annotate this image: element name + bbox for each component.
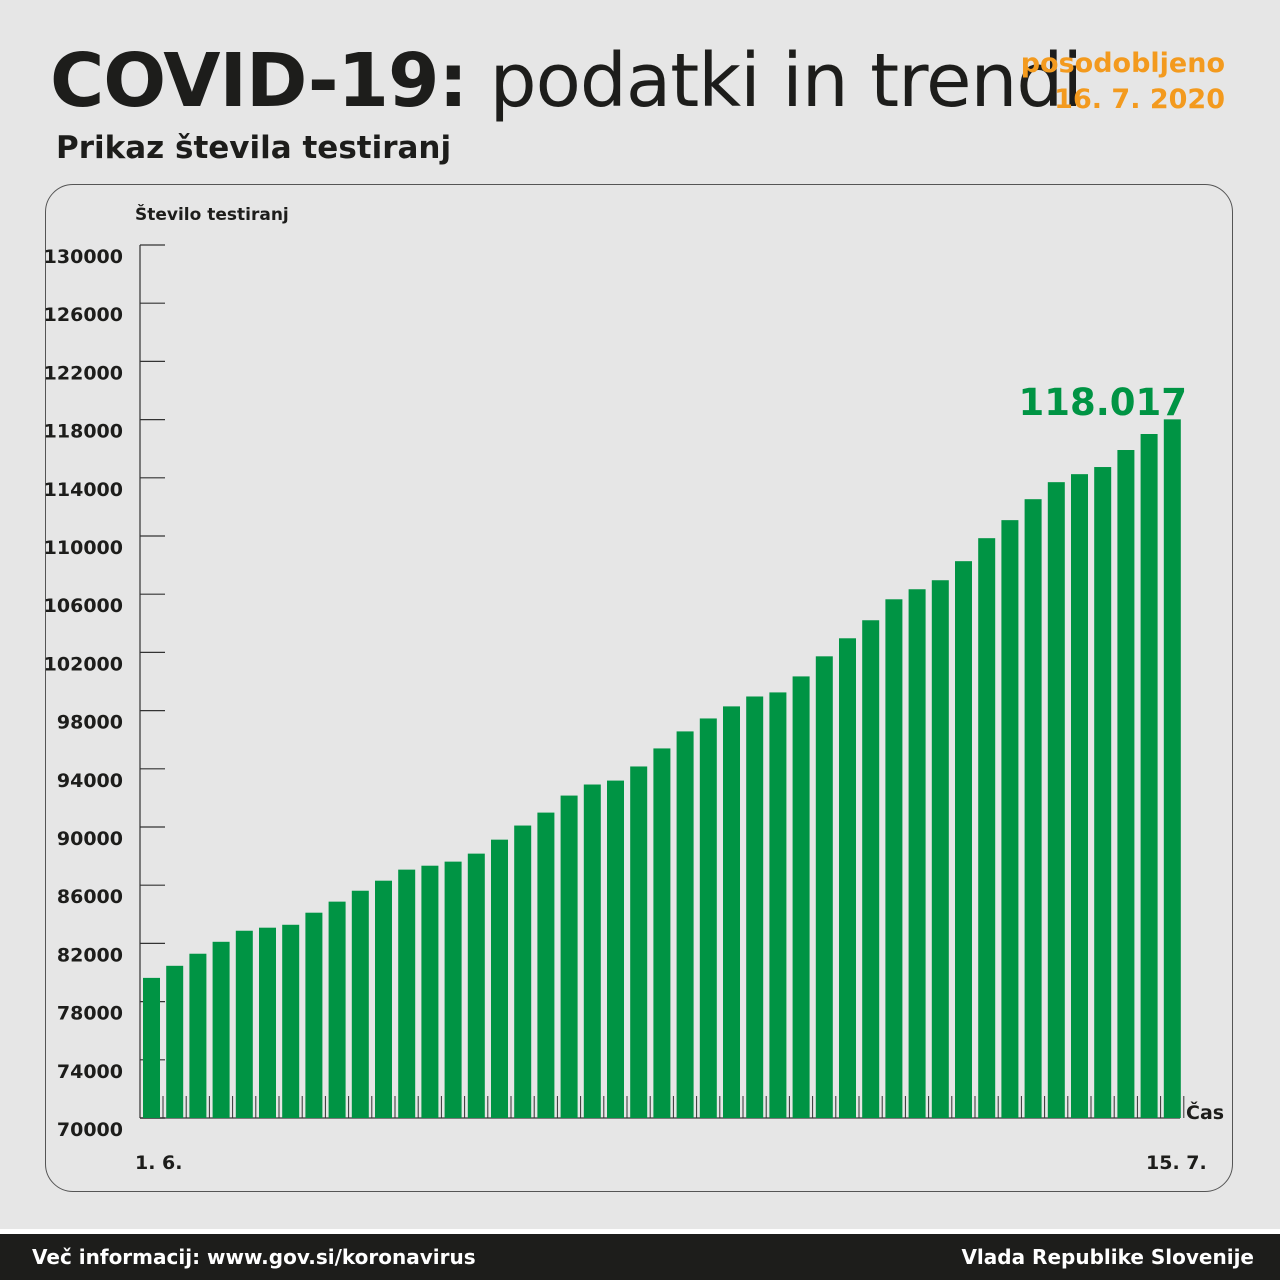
bar: [537, 812, 555, 1118]
x-end-label: 15. 7.: [1146, 1152, 1207, 1174]
bar: [235, 930, 253, 1118]
footer: Več informacij: www.gov.si/koronavirus V…: [0, 1234, 1280, 1280]
bar: [792, 676, 810, 1118]
y-tick-label: 94000: [57, 770, 123, 792]
y-tick-label: 130000: [44, 246, 123, 268]
y-tick-label: 126000: [44, 304, 123, 326]
bar: [607, 780, 624, 1118]
bar: [630, 766, 648, 1118]
bar: [1163, 419, 1181, 1118]
bar: [166, 965, 184, 1118]
bar: [746, 696, 764, 1118]
chart-subtitle: Prikaz števila testiranj: [56, 130, 452, 166]
bar: [676, 731, 694, 1118]
bar: [282, 924, 300, 1118]
y-tick-label: 78000: [57, 1003, 123, 1025]
x-start-label: 1. 6.: [135, 1152, 183, 1174]
bar: [143, 977, 160, 1118]
y-tick-label: 74000: [57, 1061, 123, 1083]
chart-panel: [45, 184, 1233, 1192]
footer-link[interactable]: Več informacij: www.gov.si/koronavirus: [32, 1245, 476, 1269]
bar: [723, 706, 740, 1118]
y-tick-label: 86000: [57, 886, 123, 908]
bar: [815, 656, 833, 1118]
y-tick-label: 106000: [44, 595, 123, 617]
bar: [560, 795, 578, 1118]
bar: [444, 861, 462, 1118]
bar: [769, 692, 787, 1118]
bar: [514, 825, 532, 1118]
bar: [351, 890, 369, 1118]
footer-org: Vlada Republike Slovenije: [961, 1245, 1254, 1269]
bar: [189, 953, 207, 1118]
bar: [931, 580, 949, 1118]
bar: [699, 718, 717, 1118]
bar: [955, 561, 972, 1118]
updated-date: 16. 7. 2020: [1054, 84, 1225, 115]
bar: [398, 869, 416, 1118]
bar: [908, 589, 926, 1118]
y-tick-label: 114000: [44, 479, 123, 501]
title-bold: COVID-19:: [50, 38, 468, 124]
bar: [467, 853, 485, 1118]
bar: [862, 620, 880, 1118]
bar: [1071, 474, 1088, 1119]
y-tick-label: 82000: [57, 944, 123, 966]
bar: [421, 865, 439, 1118]
y-axis-label: Število testiranj: [135, 203, 289, 225]
bar: [978, 538, 996, 1118]
bar: [653, 748, 671, 1118]
bar: [375, 880, 392, 1118]
page-title: COVID-19: podatki in trendi: [50, 36, 1083, 126]
y-tick-label: 118000: [44, 421, 123, 443]
bar: [212, 941, 230, 1118]
y-tick-label: 102000: [44, 653, 123, 675]
updated-label: posodobljeno: [1020, 48, 1225, 79]
bar: [839, 638, 856, 1118]
bar: [1094, 467, 1112, 1119]
y-tick-label: 110000: [44, 537, 123, 559]
y-tick-label: 122000: [44, 362, 123, 384]
bar: [1024, 499, 1042, 1119]
x-axis-label: Čas: [1186, 1100, 1224, 1124]
bar: [328, 901, 346, 1118]
bar: [1001, 520, 1019, 1118]
bar: [1047, 482, 1065, 1118]
bar: [491, 839, 508, 1118]
bar: [583, 784, 601, 1118]
footer-divider: [0, 1229, 1280, 1234]
y-tick-label: 90000: [57, 828, 123, 850]
y-tick-label: 70000: [57, 1119, 123, 1141]
title-light: podatki in trendi: [489, 38, 1083, 124]
y-tick-label: 98000: [57, 712, 123, 734]
updated-info: posodobljeno 16. 7. 2020: [1021, 46, 1225, 118]
bar: [1117, 450, 1135, 1118]
bar: [305, 912, 323, 1118]
bar: [259, 927, 276, 1118]
bar: [1140, 434, 1158, 1118]
bar: [885, 599, 903, 1118]
last-value-label: 118.017: [1018, 381, 1187, 424]
